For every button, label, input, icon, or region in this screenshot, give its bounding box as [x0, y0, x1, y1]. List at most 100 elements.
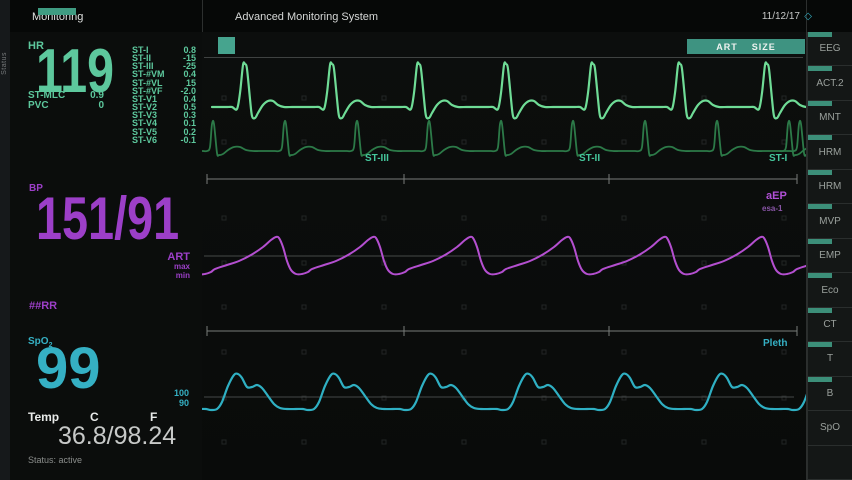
st-row-label: ST-#VM	[132, 69, 165, 80]
tab-indicator	[808, 273, 832, 279]
art-size-button-art: ART	[716, 41, 738, 52]
tab-indicator	[808, 204, 832, 210]
spo2-label: SpO2	[28, 336, 52, 349]
tab-label: MVP	[819, 215, 841, 227]
grid-marker	[301, 260, 307, 266]
wave-ecg-bright	[210, 61, 806, 120]
pvc-value: 0	[98, 99, 104, 111]
st-value-row: ST-II -15	[132, 54, 196, 63]
wave-art-pressure	[202, 235, 806, 276]
st-mlc-row: ST-MLC 0.9	[28, 91, 104, 101]
tab-label: Eco	[821, 284, 839, 296]
sidebar-tab-act2[interactable]: ACT.2	[807, 66, 852, 101]
st-row-value: 0.4	[183, 93, 196, 104]
st-row-label: ST-V6	[132, 134, 158, 145]
monitoring-tab-indicator	[38, 8, 76, 15]
grid-marker	[621, 349, 627, 355]
tab-indicator	[808, 169, 832, 175]
tab-indicator	[808, 342, 832, 348]
st-row-value: 0.4	[183, 69, 196, 80]
wave-label-pleth: Pleth	[763, 338, 788, 349]
hr-value: 119	[36, 37, 115, 106]
wave-pleth	[202, 372, 806, 412]
grid-marker	[701, 439, 707, 445]
grid-marker	[781, 439, 787, 445]
wave-label-st-iii: ST-III	[365, 153, 389, 164]
waveform-svg	[202, 61, 806, 445]
grid-marker	[381, 349, 387, 355]
lead-color-swatch[interactable]	[218, 37, 235, 54]
sidebar-tab-spo[interactable]: SpO	[807, 411, 852, 446]
grid-marker	[221, 95, 227, 101]
rr-label: ##RR	[29, 300, 58, 312]
wave-label-aep: aEP	[766, 190, 787, 202]
grid-marker	[301, 349, 307, 355]
wave-label-st-ii: ST-II	[579, 153, 601, 164]
grid-marker	[541, 139, 547, 145]
st-value-row: ST-V6 -0.1	[132, 134, 196, 145]
sidebar-tab-ct[interactable]: CT	[807, 307, 852, 343]
grid-marker	[461, 260, 467, 266]
grid-marker	[541, 95, 547, 101]
sidebar-tab-mnt[interactable]: MNT	[807, 100, 852, 136]
st-row-label: ST-#VL	[132, 77, 163, 88]
st-value-row: ST-V2 0.5	[132, 103, 196, 112]
grid-marker	[461, 95, 467, 101]
grid-marker	[701, 215, 707, 221]
sidebar-tab-eeg[interactable]: EEG	[807, 32, 852, 67]
top-bar-divider-right	[806, 0, 807, 32]
st-row-value: 15	[185, 77, 196, 88]
tab-label: SpO	[819, 422, 840, 434]
st-mlc-label: ST-MLC	[28, 90, 66, 101]
spo2-limits: 100 90	[174, 388, 189, 408]
sidebar-tab-emp[interactable]: EMP	[807, 238, 852, 274]
tab-label: MNT	[819, 112, 841, 124]
art-max-label: max	[173, 262, 190, 271]
tab-label: HRM	[818, 146, 842, 158]
st-values: ST-I 0.8 ST-II -15 ST-III -25 ST-#VM 0.4 ST-#VL 1…	[132, 45, 196, 145]
sidebar-tab-hrm[interactable]: HRM	[807, 135, 852, 170]
tab-indicator	[808, 238, 832, 244]
tab-indicator	[808, 376, 832, 382]
grid-marker	[701, 260, 707, 266]
grid-marker	[541, 215, 547, 221]
grid-marker	[781, 304, 787, 310]
sidebar-tab-empty[interactable]	[807, 445, 852, 480]
sidebar-tab-eco[interactable]: Eco	[807, 273, 852, 308]
bp-label: BP	[29, 183, 43, 194]
wave-ecg-dim-extra	[779, 119, 806, 157]
art-size-button[interactable]: ART SIZE	[687, 39, 805, 54]
grid-marker	[461, 349, 467, 355]
grid-marker	[301, 304, 307, 310]
spo2-value: 99	[36, 336, 101, 401]
sidebar-tab-mvp[interactable]: MVP	[807, 204, 852, 239]
st-value-row: ST-V1 0.4	[132, 93, 196, 104]
grid-marker	[781, 215, 787, 221]
grid-marker	[541, 439, 547, 445]
diamond-icon[interactable]: ◇	[804, 11, 812, 22]
st-row-label: ST-V4	[132, 118, 158, 129]
grid-marker	[461, 139, 467, 145]
monitoring-tab[interactable]: Monitoring	[32, 11, 84, 23]
grid-marker	[781, 349, 787, 355]
tab-indicator	[808, 66, 832, 72]
grid-marker	[621, 95, 627, 101]
grid-marker	[221, 304, 227, 310]
temp-label: Temp	[28, 410, 60, 424]
sidebar-tab-t[interactable]: T	[807, 342, 852, 377]
top-bar: Monitoring Advanced Monitoring System 11…	[10, 0, 852, 33]
temp-f-label: F	[150, 410, 158, 424]
sidebar-tab-b[interactable]: B	[807, 376, 852, 412]
grid-marker	[301, 95, 307, 101]
tab-indicator	[808, 32, 832, 37]
grid-marker	[461, 439, 467, 445]
tab-indicator	[808, 307, 832, 313]
sidebar-tab-hrm[interactable]: HRM	[807, 169, 852, 205]
st-value-row: ST-III -25	[132, 62, 196, 71]
grid-marker	[381, 95, 387, 101]
st-row-value: 0.1	[183, 118, 196, 129]
st-value-row: ST-#VM 0.4	[132, 69, 196, 80]
hr-label: HR	[28, 40, 44, 52]
st-row-value: 0.3	[183, 110, 196, 121]
